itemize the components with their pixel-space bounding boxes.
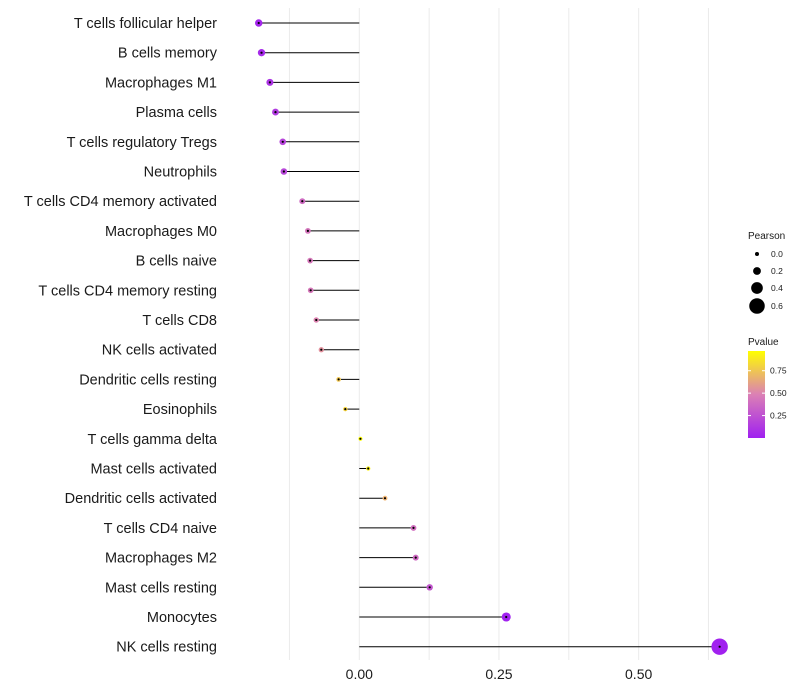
size-legend-label-1: 0.2 — [771, 266, 783, 276]
point-center-3 — [274, 111, 277, 114]
grid-layer — [288, 8, 709, 660]
category-label-6: T cells CD4 memory activated — [24, 194, 217, 210]
point-layer — [255, 19, 728, 655]
point-center-1 — [260, 51, 263, 54]
point-center-4 — [281, 140, 284, 143]
point-center-21 — [718, 645, 721, 648]
size-legend-key-1 — [753, 267, 761, 275]
category-labels: T cells follicular helper B cells memory M… — [24, 16, 218, 656]
category-label-16: Dendritic cells activated — [65, 491, 217, 507]
category-label-5: Neutrophils — [144, 165, 217, 181]
size-legend-key-3 — [749, 298, 765, 314]
size-legend: Pearson 0.0 0.2 0.4 0.6 — [748, 231, 785, 314]
category-label-19: Mast cells resting — [105, 580, 217, 596]
category-label-18: Macrophages M2 — [105, 551, 217, 567]
point-center-8 — [309, 259, 312, 262]
point-center-10 — [315, 318, 318, 322]
point-center-19 — [428, 586, 431, 589]
category-label-15: Mast cells activated — [90, 462, 217, 478]
point-center-15 — [367, 467, 370, 470]
category-label-9: T cells CD4 memory resting — [38, 283, 217, 299]
point-center-17 — [412, 526, 415, 530]
point-center-18 — [414, 556, 417, 559]
size-legend-key-0 — [755, 252, 759, 256]
stem-layer — [258, 22, 720, 648]
size-legend-label-2: 0.4 — [771, 283, 783, 293]
color-legend: Pvalue 0.25 0.50 0.75 — [748, 337, 787, 438]
category-label-3: Plasma cells — [136, 105, 217, 121]
category-label-21: NK cells resting — [116, 640, 217, 656]
category-label-4: T cells regulatory Tregs — [67, 135, 217, 151]
point-center-16 — [383, 497, 387, 500]
category-label-10: T cells CD8 — [142, 313, 217, 329]
size-legend-label-0: 0.0 — [771, 249, 783, 259]
category-label-0: T cells follicular helper — [74, 16, 217, 32]
point-center-13 — [344, 408, 347, 411]
point-center-7 — [306, 229, 309, 232]
category-label-14: T cells gamma delta — [88, 432, 218, 448]
color-legend-bar — [748, 351, 765, 438]
category-label-1: B cells memory — [118, 46, 218, 62]
x-axis-ticks: 0.00 0.25 0.50 — [346, 666, 653, 682]
category-label-7: Macrophages M0 — [105, 224, 217, 240]
size-legend-label-3: 0.6 — [771, 301, 783, 311]
color-legend-label-2: 0.75 — [770, 366, 787, 376]
x-tick-label-1: 0.25 — [485, 666, 512, 682]
category-label-8: B cells naive — [136, 254, 217, 270]
point-center-2 — [268, 81, 272, 84]
point-center-12 — [337, 378, 340, 381]
category-label-17: T cells CD4 naive — [104, 521, 217, 537]
point-center-9 — [309, 289, 312, 292]
category-label-12: Dendritic cells resting — [79, 372, 217, 388]
point-center-14 — [359, 437, 362, 440]
category-label-13: Eosinophils — [143, 402, 217, 418]
category-label-20: Monocytes — [147, 610, 217, 626]
x-tick-label-2: 0.50 — [625, 666, 652, 682]
point-center-11 — [320, 348, 323, 351]
color-legend-label-1: 0.50 — [770, 388, 787, 398]
category-label-11: NK cells activated — [102, 343, 217, 359]
x-tick-label-0: 0.00 — [346, 666, 373, 682]
point-center-0 — [257, 21, 260, 25]
point-center-6 — [301, 200, 304, 203]
category-label-2: Macrophages M1 — [105, 75, 217, 91]
point-center-5 — [282, 170, 285, 173]
size-legend-key-2 — [751, 282, 763, 294]
color-legend-title: Pvalue — [748, 337, 779, 348]
color-legend-label-0: 0.25 — [770, 411, 787, 421]
size-legend-title: Pearson — [748, 231, 785, 242]
point-center-20 — [505, 615, 508, 619]
